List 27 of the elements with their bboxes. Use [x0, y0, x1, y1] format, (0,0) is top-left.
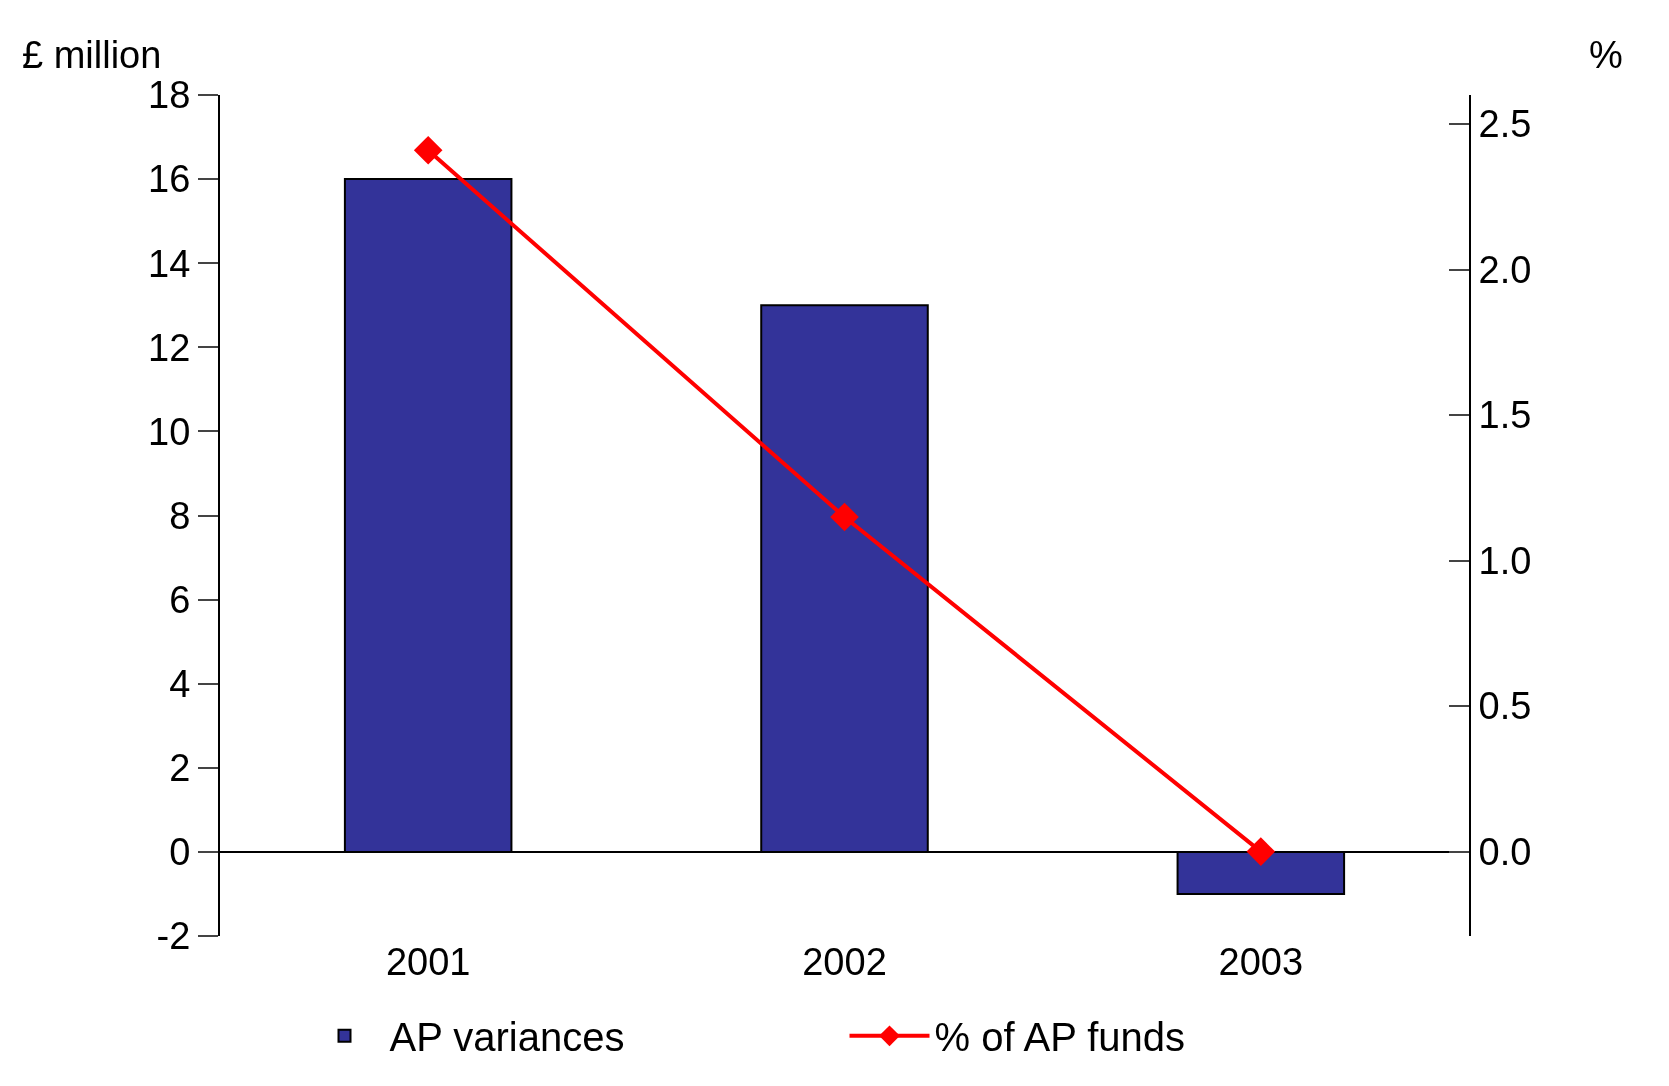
y-tick-label: 16 [148, 158, 191, 201]
y2-tick-label: 1.0 [1478, 539, 1532, 582]
y2-tick-label: 1.5 [1478, 394, 1532, 437]
point [830, 502, 859, 532]
x-tick-label: 2002 [802, 941, 887, 983]
point [1246, 837, 1276, 866]
y-axis-title: £ million [22, 34, 162, 76]
y2-tick-label: 0.0 [1478, 830, 1532, 873]
y-tick-label: 12 [148, 326, 191, 369]
x-tick-label: 2001 [385, 941, 471, 983]
y2-tick-label: 2.0 [1478, 248, 1532, 291]
y-tick-label: 10 [148, 410, 191, 453]
y-tick-label: 18 [148, 74, 191, 117]
y-tick-label: 8 [169, 494, 191, 537]
y-tick-label: 0 [169, 831, 191, 874]
x-tick-label: 2003 [1218, 941, 1304, 983]
y-tick-label: 2 [169, 747, 191, 790]
y2-tick-label: 0.5 [1478, 685, 1532, 728]
y-tick-label: 4 [169, 663, 191, 705]
legend-label: AP variances [389, 1015, 625, 1060]
y2-axis-title: % [1589, 34, 1623, 76]
y-tick-label: -2 [156, 915, 191, 958]
legend-label: % of AP funds [934, 1015, 1186, 1060]
y-tick-label: 6 [169, 578, 191, 621]
y-tick-label: 14 [148, 242, 191, 285]
point [413, 135, 443, 165]
y2-tick-label: 2.5 [1478, 103, 1532, 146]
